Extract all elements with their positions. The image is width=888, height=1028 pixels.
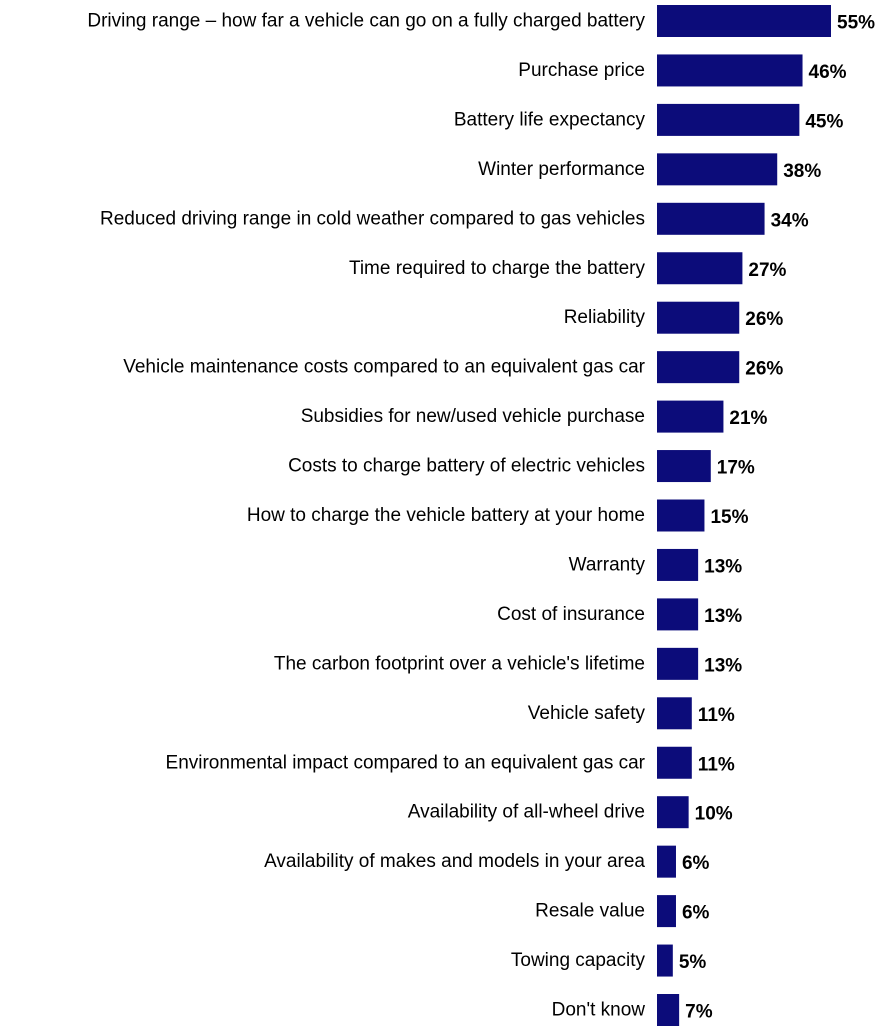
bar-17: [657, 796, 689, 829]
bar-13: [657, 598, 699, 631]
bar-11: [657, 499, 705, 532]
category-label: Purchase price: [518, 60, 645, 81]
bar-20: [657, 944, 673, 977]
value-label: 6%: [682, 853, 710, 874]
bar-6: [657, 252, 743, 285]
value-label: 11%: [698, 705, 735, 726]
category-label: Time required to charge the battery: [349, 258, 646, 279]
value-label: 13%: [704, 606, 742, 627]
bar-14: [657, 647, 699, 680]
value-label: 13%: [704, 556, 742, 577]
bar-18: [657, 845, 676, 878]
bar-7: [657, 301, 740, 334]
category-label: Environmental impact compared to an equi…: [166, 752, 646, 773]
value-label: 34%: [771, 210, 809, 231]
bar-8: [657, 351, 740, 384]
category-label: Cost of insurance: [497, 604, 645, 625]
bar-9: [657, 400, 724, 433]
value-label: 38%: [783, 161, 821, 182]
category-label: Reliability: [564, 307, 646, 328]
bar-2: [657, 54, 803, 87]
bar-1: [657, 5, 831, 37]
category-label: Reduced driving range in cold weather co…: [100, 208, 645, 229]
bar-10: [657, 450, 711, 483]
category-label: Availability of all-wheel drive: [408, 802, 645, 823]
value-label: 6%: [682, 903, 710, 924]
bar-12: [657, 548, 699, 581]
value-label: 7%: [685, 1002, 713, 1023]
value-label: 11%: [698, 754, 735, 775]
value-label: 13%: [704, 655, 742, 676]
value-label: 17%: [717, 458, 755, 479]
category-label: Don't know: [552, 1000, 646, 1021]
category-label: Subsidies for new/used vehicle purchase: [301, 406, 645, 427]
category-label: Battery life expectancy: [454, 109, 646, 130]
value-label: 15%: [710, 507, 748, 528]
bar-4: [657, 153, 778, 186]
bar-21: [657, 994, 680, 1026]
bar-3: [657, 103, 800, 136]
value-label: 55%: [837, 13, 875, 34]
bar-16: [657, 746, 692, 779]
category-label: Towing capacity: [511, 950, 646, 971]
value-label: 26%: [745, 309, 783, 330]
value-label: 45%: [805, 111, 843, 132]
value-label: 26%: [745, 359, 783, 380]
category-label: Costs to charge battery of electric vehi…: [288, 456, 645, 477]
value-label: 21%: [729, 408, 767, 429]
category-label: Availability of makes and models in your…: [264, 851, 645, 872]
value-label: 5%: [679, 952, 707, 973]
bar-15: [657, 697, 692, 730]
bar-5: [657, 202, 765, 235]
category-label: Vehicle maintenance costs compared to an…: [123, 357, 645, 378]
category-label: Driving range – how far a vehicle can go…: [87, 11, 645, 32]
category-label: Warranty: [569, 554, 646, 575]
category-label: The carbon footprint over a vehicle's li…: [274, 653, 645, 674]
category-label: How to charge the vehicle battery at you…: [247, 505, 645, 526]
bar-19: [657, 895, 676, 928]
category-label: Resale value: [535, 901, 645, 922]
category-label: Vehicle safety: [528, 703, 646, 724]
value-label: 27%: [748, 260, 786, 281]
category-label: Winter performance: [478, 159, 645, 180]
value-label: 46%: [809, 62, 847, 83]
value-label: 10%: [695, 804, 733, 825]
